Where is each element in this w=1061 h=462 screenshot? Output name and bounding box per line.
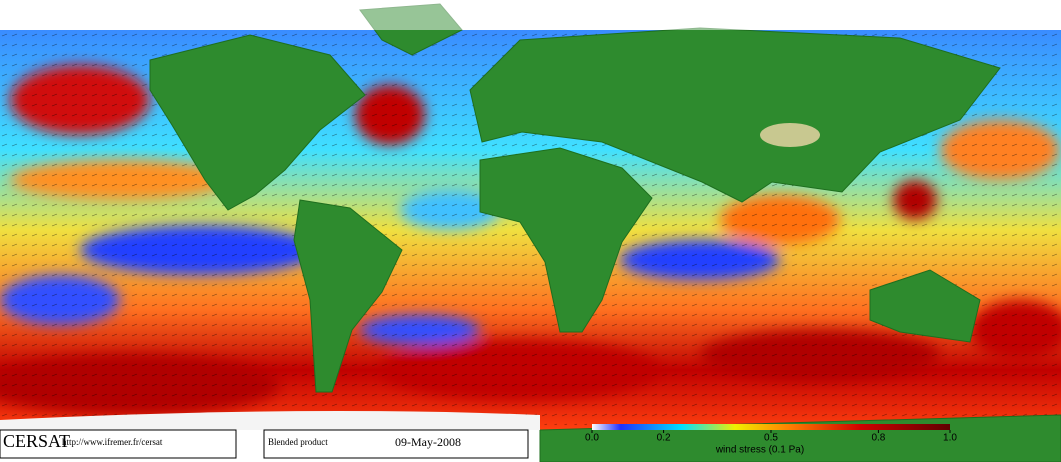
colorbar [592, 424, 950, 430]
plateau [760, 123, 820, 147]
colorbar-tick-label: 0.0 [585, 433, 599, 444]
logo: CERSAT [3, 431, 70, 451]
url: http://www.ifremer.fr/cersat [62, 437, 163, 447]
colorbar-tick-label: 0.5 [764, 433, 778, 444]
date: 09-May-2008 [395, 435, 461, 449]
arctic [0, 0, 1061, 30]
info-box [263, 429, 529, 459]
colorbar-tick-label: 0.2 [657, 433, 671, 444]
logo-box [0, 429, 237, 459]
product: Blended product [268, 437, 328, 447]
antarctica [0, 411, 540, 430]
colorbar-label: wind stress (0.1 Pa) [715, 445, 804, 456]
colorbar-tick-label: 1.0 [943, 433, 957, 444]
colorbar-tick-label: 0.8 [871, 433, 885, 444]
